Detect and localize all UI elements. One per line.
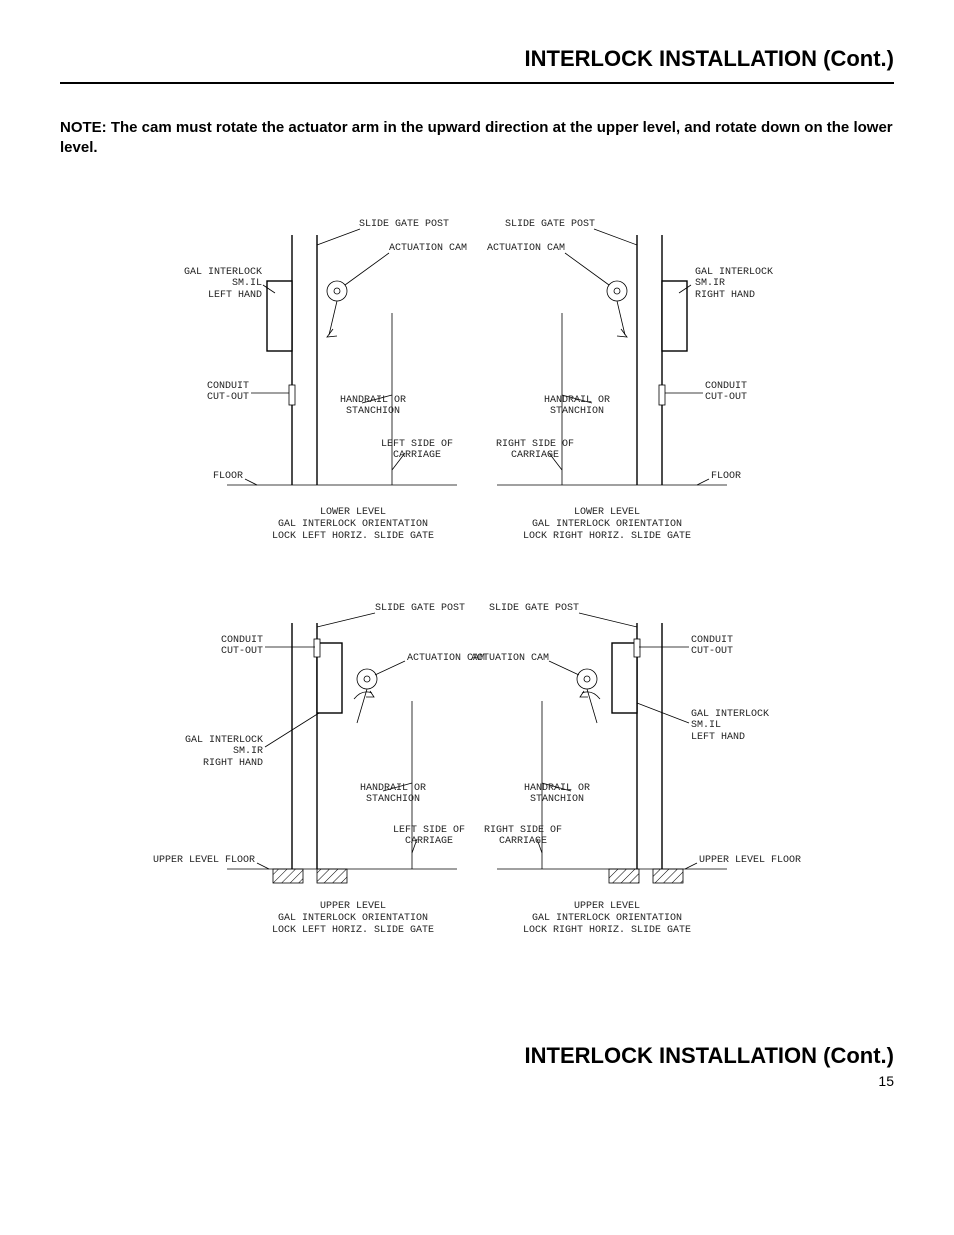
label-handrail: HANDRAIL OR STANCHION — [507, 783, 607, 806]
diagram-row-lower: SLIDE GATE POST ACTUATION CAM GAL INTERL… — [157, 195, 797, 565]
label-handrail: HANDRAIL OR STANCHION — [323, 395, 423, 418]
caption-lower-right-2: LOCK RIGHT HORIZ. SLIDE GATE — [507, 531, 707, 543]
caption-upper-left-0: UPPER LEVEL — [253, 901, 453, 913]
label-actuation-cam: ACTUATION CAM — [473, 243, 565, 255]
label-actuation-cam: ACTUATION CAM — [457, 653, 549, 665]
label-floor: UPPER LEVEL FLOOR — [699, 855, 801, 867]
caption-upper-left-1: GAL INTERLOCK ORIENTATION — [253, 913, 453, 925]
label-gal-interlock: GAL INTERLOCK SM.IL LEFT HAND — [157, 267, 262, 302]
label-slide-gate-post: SLIDE GATE POST — [375, 603, 465, 615]
label-slide-gate-post: SLIDE GATE POST — [473, 603, 579, 615]
label-conduit: CONDUIT CUT-OUT — [705, 381, 747, 404]
caption-upper-left-2: LOCK LEFT HORIZ. SLIDE GATE — [253, 925, 453, 937]
page-number: 15 — [60, 1073, 894, 1089]
caption-upper-right-0: UPPER LEVEL — [507, 901, 707, 913]
page: INTERLOCK INSTALLATION (Cont.) NOTE: The… — [0, 0, 954, 1235]
label-gal-interlock: GAL INTERLOCK SM.IL LEFT HAND — [691, 709, 769, 744]
caption-upper-right-2: LOCK RIGHT HORIZ. SLIDE GATE — [507, 925, 707, 937]
label-actuation-cam: ACTUATION CAM — [389, 243, 467, 255]
caption-lower-left-2: LOCK LEFT HORIZ. SLIDE GATE — [253, 531, 453, 543]
label-floor: FLOOR — [195, 471, 243, 483]
label-conduit: CONDUIT CUT-OUT — [691, 635, 733, 658]
label-slide-gate-post: SLIDE GATE POST — [359, 219, 449, 231]
label-handrail: HANDRAIL OR STANCHION — [343, 783, 443, 806]
caption-upper-right-1: GAL INTERLOCK ORIENTATION — [507, 913, 707, 925]
label-carriage-side: RIGHT SIDE OF CARRIAGE — [473, 825, 573, 848]
label-handrail: HANDRAIL OR STANCHION — [527, 395, 627, 418]
caption-lower-left-1: GAL INTERLOCK ORIENTATION — [253, 519, 453, 531]
label-carriage-side: LEFT SIDE OF CARRIAGE — [379, 825, 479, 848]
label-slide-gate-post: SLIDE GATE POST — [487, 219, 595, 231]
label-conduit: CONDUIT CUT-OUT — [187, 635, 263, 658]
label-conduit: CONDUIT CUT-OUT — [173, 381, 249, 404]
header-rule — [60, 82, 894, 84]
header-title: INTERLOCK INSTALLATION (Cont.) — [60, 46, 894, 72]
caption-lower-right-0: LOWER LEVEL — [507, 507, 707, 519]
label-floor: UPPER LEVEL FLOOR — [139, 855, 255, 867]
footer-title: INTERLOCK INSTALLATION (Cont.) — [60, 1043, 894, 1069]
caption-lower-right-1: GAL INTERLOCK ORIENTATION — [507, 519, 707, 531]
label-floor: FLOOR — [711, 471, 741, 483]
caption-lower-left-0: LOWER LEVEL — [253, 507, 453, 519]
diagram-row-upper: SLIDE GATE POST CONDUIT CUT-OUT ACTUATIO… — [157, 583, 797, 953]
label-carriage-side: LEFT SIDE OF CARRIAGE — [367, 439, 467, 462]
label-gal-interlock: GAL INTERLOCK SM.IR RIGHT HAND — [695, 267, 773, 302]
note-text: NOTE: The cam must rotate the actuator a… — [60, 118, 894, 159]
label-carriage-side: RIGHT SIDE OF CARRIAGE — [485, 439, 585, 462]
label-gal-interlock: GAL INTERLOCK SM.IR RIGHT HAND — [157, 735, 263, 770]
